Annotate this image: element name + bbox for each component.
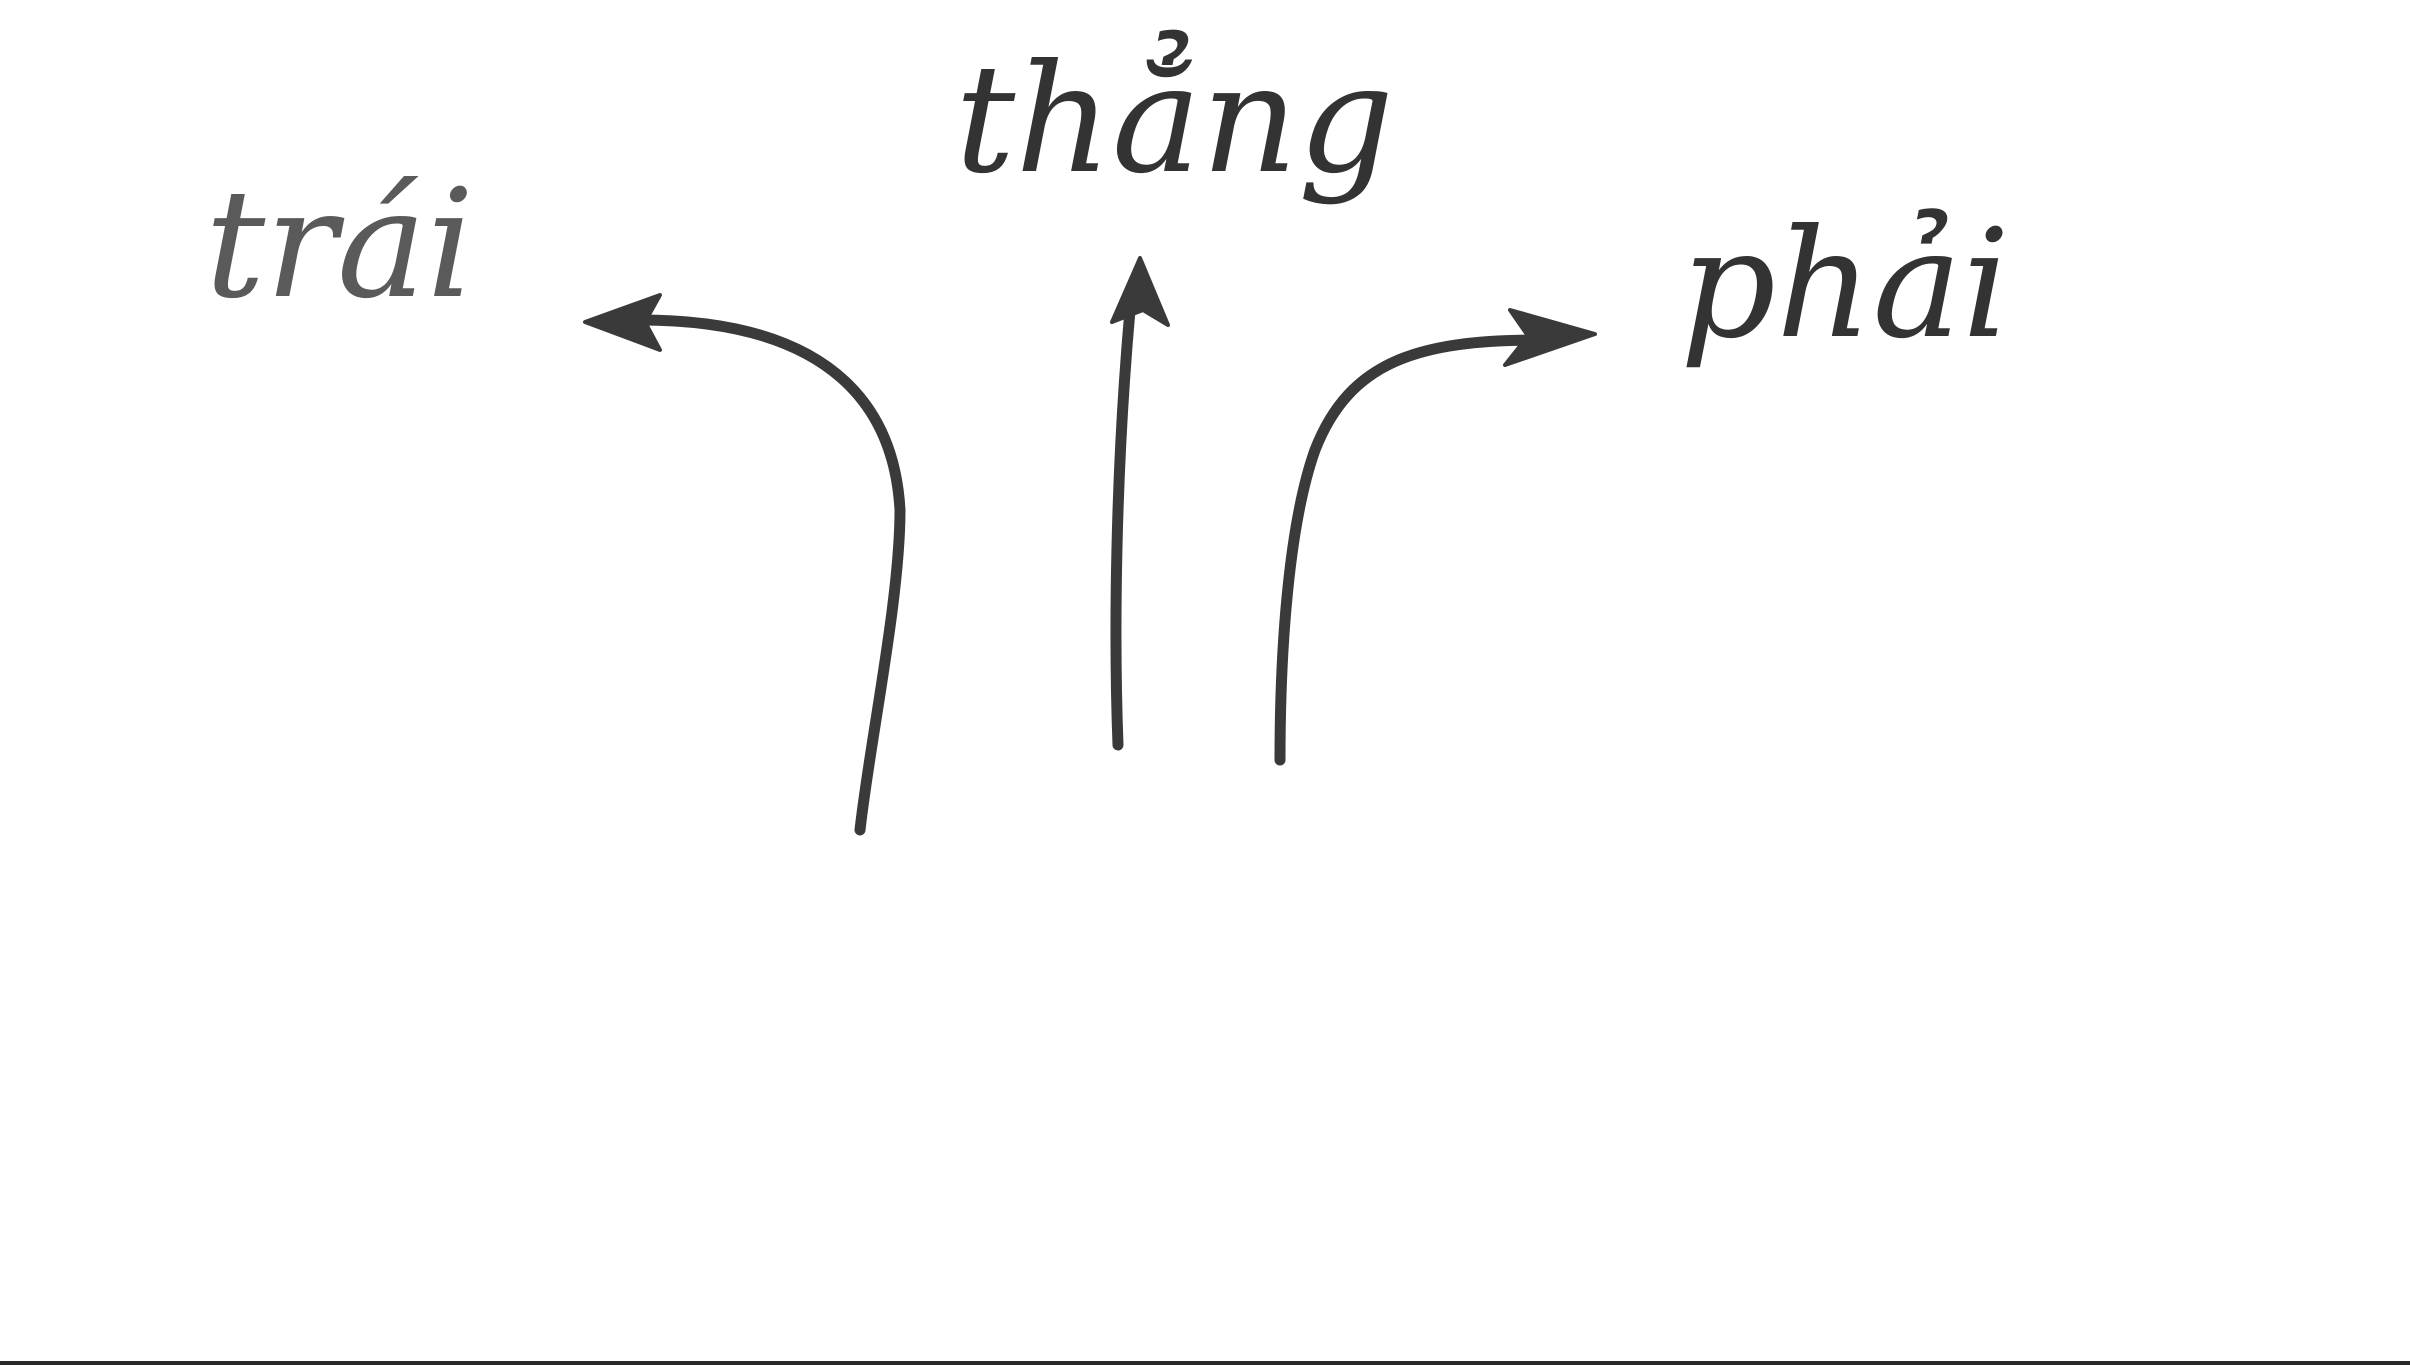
arrow-straight — [1110, 256, 1170, 751]
arrow-right — [1274, 308, 1597, 766]
label-straight: thẳng — [955, 33, 1394, 207]
label-right: phải — [1680, 198, 2011, 372]
label-left: trái — [205, 158, 475, 332]
arrow-left — [583, 293, 906, 836]
card-bottom-edge — [0, 1361, 2410, 1365]
